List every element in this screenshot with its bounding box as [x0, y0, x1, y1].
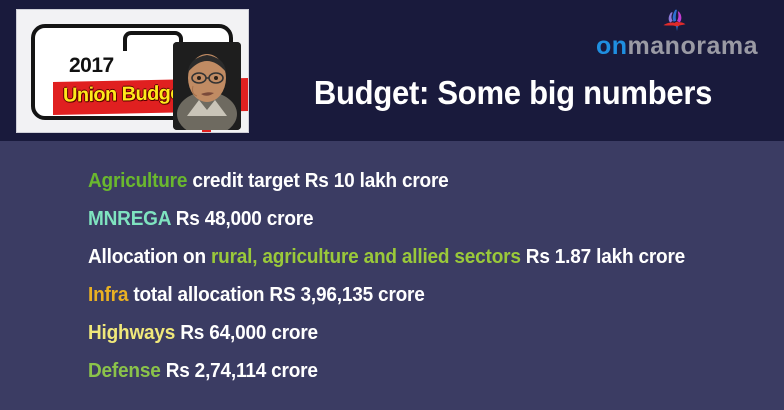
logo-on-text: on [596, 32, 628, 60]
union-budget-image-card: 2017 Union Budget [17, 10, 248, 132]
budget-figure-line: Highways Rs 64,000 crore [88, 314, 738, 352]
onmanorama-logo[interactable]: onmanorama [584, 8, 770, 60]
finance-minister-portrait [173, 42, 241, 130]
figure-category-label: Agriculture [88, 170, 188, 192]
budget-figure-line: Defense Rs 2,74,114 crore [88, 352, 738, 390]
budget-figures-list: Agriculture credit target Rs 10 lakh cro… [88, 162, 772, 390]
budget-figure-line: Infra total allocation RS 3,96,135 crore [88, 276, 738, 314]
figure-value-label: total allocation RS 3,96,135 crore [128, 284, 425, 306]
logo-manorama-text: manorama [627, 32, 758, 60]
figure-category-label: MNREGA [88, 208, 171, 230]
figure-value-label: Rs 1.87 lakh crore [520, 246, 686, 268]
budget-figure-line: Allocation on rural, agriculture and all… [88, 238, 738, 276]
budget-figure-line: Agriculture credit target Rs 10 lakh cro… [88, 162, 738, 200]
logo-wordmark: onmanorama [584, 33, 770, 59]
figure-category-label: Defense [88, 360, 161, 382]
figure-category-label: Infra [88, 284, 129, 306]
figure-category-label: Highways [88, 322, 176, 344]
briefcase-handle-icon [123, 31, 183, 51]
figure-value-label: rural, agriculture and allied sectors [210, 246, 521, 268]
budget-year-label: 2017 [69, 54, 114, 77]
budget-figure-line: MNREGA Rs 48,000 crore [88, 200, 738, 238]
page-title: Budget: Some big numbers [313, 74, 713, 111]
figure-value-label: Rs 2,74,114 crore [160, 360, 318, 382]
figure-value-label: Rs 64,000 crore [175, 322, 318, 344]
figure-category-label: Allocation on [88, 246, 211, 268]
figure-value-label: credit target Rs 10 lakh crore [187, 170, 449, 192]
figure-value-label: Rs 48,000 crore [170, 208, 314, 230]
portrait-photo [173, 42, 241, 130]
dragonfly-icon [663, 9, 686, 32]
briefcase-illustration: 2017 Union Budget [31, 24, 248, 132]
